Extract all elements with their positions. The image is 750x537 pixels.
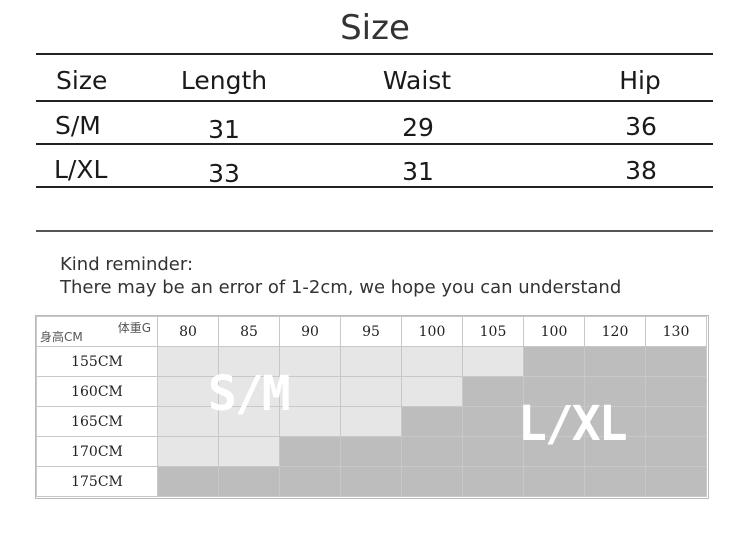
weight-header-cell: 80 bbox=[157, 316, 219, 347]
height-header-cell: 170CM bbox=[36, 436, 158, 467]
grid-cell-lxl bbox=[523, 436, 585, 467]
grid-cell-lxl bbox=[462, 406, 524, 437]
grid-cell-lxl bbox=[462, 436, 524, 467]
reminder-text: There may be an error of 1-2cm, we hope … bbox=[60, 277, 622, 298]
row-sm-size: S/M bbox=[55, 111, 101, 140]
weight-header-cell: 105 bbox=[462, 316, 524, 347]
lxl-region-label: L/XL bbox=[518, 396, 628, 452]
header-length: Length bbox=[180, 66, 268, 95]
grid-cell-lxl bbox=[218, 466, 280, 497]
grid-cell-sm bbox=[218, 346, 280, 377]
size-grid-table: 体重G 身高CM 80 85 90 95 100 105 100 120 130 155CM 16… bbox=[36, 316, 707, 497]
height-header-cell: 160CM bbox=[36, 376, 158, 407]
grid-cell-lxl bbox=[401, 436, 463, 467]
grid-cell-sm bbox=[401, 346, 463, 377]
grid-cell-sm bbox=[340, 346, 402, 377]
header-rule bbox=[36, 100, 713, 102]
height-header-cell: 165CM bbox=[36, 406, 158, 437]
grid-cell-lxl bbox=[401, 466, 463, 497]
row-lxl-length: 33 bbox=[208, 159, 240, 188]
grid-row: 165CM bbox=[36, 406, 707, 437]
grid-cell-lxl bbox=[401, 406, 463, 437]
grid-row: 160CM bbox=[36, 376, 707, 407]
grid-cell-sm bbox=[157, 436, 219, 467]
grid-cell-sm bbox=[401, 376, 463, 407]
grid-cell-lxl bbox=[462, 466, 524, 497]
height-header-cell: 155CM bbox=[36, 346, 158, 377]
row-sm-waist: 29 bbox=[402, 113, 434, 142]
grid-corner-cell: 体重G 身高CM bbox=[36, 316, 158, 347]
grid-cell-lxl bbox=[584, 346, 646, 377]
grid-cell-lxl bbox=[340, 466, 402, 497]
grid-cell-lxl bbox=[584, 376, 646, 407]
header-size: Size bbox=[56, 66, 108, 95]
grid-cell-lxl bbox=[584, 406, 646, 437]
grid-cell-sm bbox=[218, 436, 280, 467]
header-hip: Hip bbox=[619, 66, 661, 95]
row-sm-hip: 36 bbox=[625, 112, 657, 141]
height-header-cell: 175CM bbox=[36, 466, 158, 497]
row-lxl-size: L/XL bbox=[54, 155, 108, 184]
weight-header-cell: 90 bbox=[279, 316, 341, 347]
row-sm-length: 31 bbox=[208, 115, 240, 144]
grid-cell-lxl bbox=[584, 466, 646, 497]
row-lxl-hip: 38 bbox=[625, 156, 657, 185]
grid-cell-sm bbox=[218, 376, 280, 407]
row-lxl-waist: 31 bbox=[402, 157, 434, 186]
weight-header-cell: 95 bbox=[340, 316, 402, 347]
grid-cell-sm bbox=[279, 346, 341, 377]
grid-cell-lxl bbox=[523, 346, 585, 377]
grid-cell-sm bbox=[462, 346, 524, 377]
sm-region-label: S/M bbox=[208, 366, 291, 422]
corner-weight-label: 体重G bbox=[117, 321, 151, 335]
table-top-rule bbox=[36, 53, 713, 55]
weight-header-cell: 120 bbox=[584, 316, 646, 347]
grid-cell-lxl bbox=[645, 436, 707, 467]
grid-cell-lxl bbox=[462, 376, 524, 407]
weight-header-cell: 85 bbox=[218, 316, 280, 347]
grid-cell-lxl bbox=[645, 466, 707, 497]
weight-height-chart: 体重G 身高CM 80 85 90 95 100 105 100 120 130 155CM 16… bbox=[35, 315, 709, 499]
weight-header-cell: 100 bbox=[523, 316, 585, 347]
page-title: Size bbox=[340, 8, 410, 48]
grid-cell-sm bbox=[157, 346, 219, 377]
grid-cell-lxl bbox=[645, 346, 707, 377]
weight-header-cell: 130 bbox=[645, 316, 707, 347]
grid-cell-sm bbox=[218, 406, 280, 437]
grid-cell-sm bbox=[340, 376, 402, 407]
grid-cell-sm bbox=[340, 406, 402, 437]
grid-row: 170CM bbox=[36, 436, 707, 467]
grid-cell-sm bbox=[157, 406, 219, 437]
grid-cell-sm bbox=[279, 406, 341, 437]
grid-header-row: 体重G 身高CM 80 85 90 95 100 105 100 120 130 bbox=[36, 316, 707, 347]
weight-header-cell: 100 bbox=[401, 316, 463, 347]
grid-cell-lxl bbox=[279, 466, 341, 497]
grid-cell-lxl bbox=[645, 376, 707, 407]
grid-cell-lxl bbox=[523, 466, 585, 497]
grid-cell-lxl bbox=[340, 436, 402, 467]
grid-cell-lxl bbox=[157, 466, 219, 497]
grid-cell-lxl bbox=[279, 436, 341, 467]
grid-cell-lxl bbox=[645, 406, 707, 437]
reminder-title: Kind reminder: bbox=[60, 254, 194, 275]
grid-row: 175CM bbox=[36, 466, 707, 497]
grid-row: 155CM bbox=[36, 346, 707, 377]
section-divider bbox=[36, 230, 713, 232]
row-rule bbox=[36, 143, 713, 145]
table-bottom-rule bbox=[36, 186, 713, 188]
corner-height-label: 身高CM bbox=[40, 330, 83, 344]
grid-cell-lxl bbox=[523, 406, 585, 437]
header-waist: Waist bbox=[382, 66, 452, 95]
